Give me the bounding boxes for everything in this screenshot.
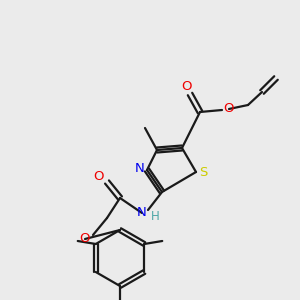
Text: O: O — [224, 103, 234, 116]
Text: O: O — [80, 232, 90, 245]
Text: N: N — [137, 206, 147, 220]
Text: O: O — [94, 170, 104, 184]
Text: S: S — [199, 166, 207, 178]
Text: O: O — [181, 80, 191, 92]
Text: H: H — [151, 209, 159, 223]
Text: N: N — [135, 163, 145, 176]
